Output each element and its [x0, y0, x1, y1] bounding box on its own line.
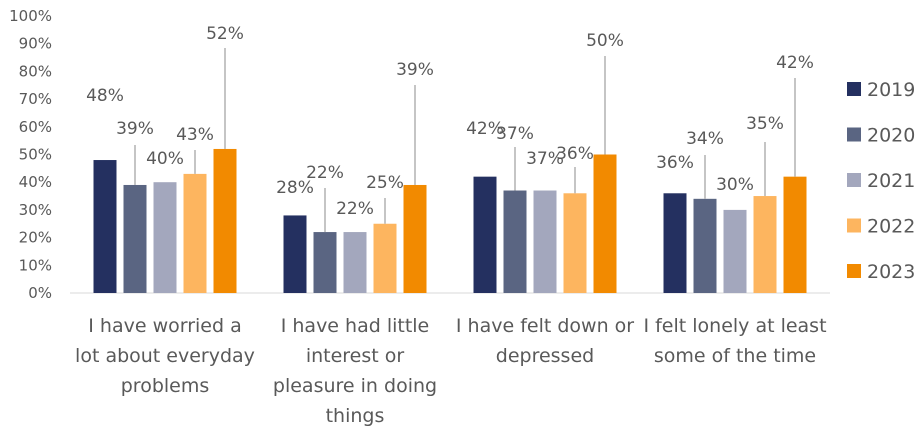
- bar-2020: [503, 190, 527, 293]
- category-labels: I have worried a lot about everyday proble…: [75, 315, 826, 427]
- data-label: 25%: [366, 173, 404, 193]
- data-label: 36%: [656, 153, 694, 173]
- y-tick-label: 70%: [19, 90, 52, 108]
- legend-swatch: [847, 218, 861, 233]
- data-label: 39%: [116, 119, 154, 139]
- data-label: 39%: [396, 60, 434, 80]
- data-label: 40%: [146, 149, 184, 169]
- data-label: 34%: [686, 129, 724, 149]
- data-label: 30%: [716, 175, 754, 195]
- y-tick-label: 90%: [19, 35, 52, 53]
- y-tick-label: 30%: [19, 201, 52, 219]
- data-label: 37%: [496, 124, 534, 144]
- legend-swatch: [847, 264, 861, 278]
- bar-2021: [533, 190, 557, 293]
- y-tick-label: 10%: [19, 256, 52, 274]
- bar-2019: [663, 193, 687, 293]
- bar-2022: [373, 223, 397, 293]
- legend-swatch: [847, 82, 861, 96]
- y-tick-label: 50%: [19, 146, 52, 164]
- data-label: 28%: [276, 178, 314, 198]
- bar-2019: [283, 215, 307, 293]
- legend-label: 2020: [867, 125, 915, 147]
- data-label: 35%: [746, 114, 784, 134]
- y-tick-label: 60%: [19, 118, 52, 136]
- data-label: 22%: [306, 163, 344, 183]
- category-label: I have had little interest or pleasure in …: [273, 315, 437, 427]
- bar-2021: [343, 232, 367, 293]
- legend-label: 2019: [867, 79, 915, 101]
- legend-label: 2023: [867, 261, 915, 283]
- bar-2020: [123, 184, 147, 293]
- y-tick-label: 20%: [19, 229, 52, 247]
- y-tick-label: 40%: [19, 173, 52, 191]
- bar-2020: [693, 198, 717, 293]
- bars: [93, 148, 807, 293]
- bar-2019: [473, 176, 497, 293]
- bar-2023: [213, 148, 237, 293]
- legend-swatch: [847, 173, 861, 187]
- bar-2021: [153, 182, 177, 293]
- legend-swatch: [847, 127, 861, 142]
- data-label: 50%: [586, 31, 624, 51]
- bar-2022: [183, 173, 207, 293]
- data-label: 43%: [176, 125, 214, 145]
- data-labels: 48%39%40%43%52%28%22%22%25%39%42%37%37%3…: [86, 24, 814, 219]
- y-tick-label: 80%: [19, 62, 52, 80]
- y-axis: 0% 10% 20% 30% 40% 50% 60% 70% 80% 90% 100%: [9, 7, 830, 302]
- data-label: 22%: [336, 199, 374, 219]
- bar-2020: [313, 232, 337, 293]
- data-label: 52%: [206, 24, 244, 44]
- legend-label: 2021: [867, 170, 915, 192]
- data-label: 36%: [556, 144, 594, 164]
- bar-2022: [753, 196, 777, 293]
- legend: 2019 2020 2021 2022 2023: [847, 79, 915, 283]
- bar-2022: [563, 193, 587, 293]
- category-label: I have felt down or depressed: [456, 315, 634, 367]
- y-tick-label: 100%: [9, 7, 52, 25]
- bar-2019: [93, 160, 117, 293]
- data-label: 42%: [776, 53, 814, 73]
- legend-label: 2022: [867, 216, 915, 238]
- y-tick-label: 0%: [28, 284, 52, 302]
- data-label: 48%: [86, 86, 124, 106]
- bar-2023: [593, 154, 617, 293]
- category-label: I have worried a lot about everyday proble…: [75, 315, 255, 397]
- bar-2023: [403, 184, 427, 293]
- bar-2023: [783, 176, 807, 293]
- bar-2021: [723, 209, 747, 293]
- leader-lines: [134, 48, 796, 233]
- data-label: 37%: [526, 149, 564, 169]
- data-label: 42%: [466, 119, 504, 139]
- category-label: I felt lonely at least some of the time: [643, 315, 826, 367]
